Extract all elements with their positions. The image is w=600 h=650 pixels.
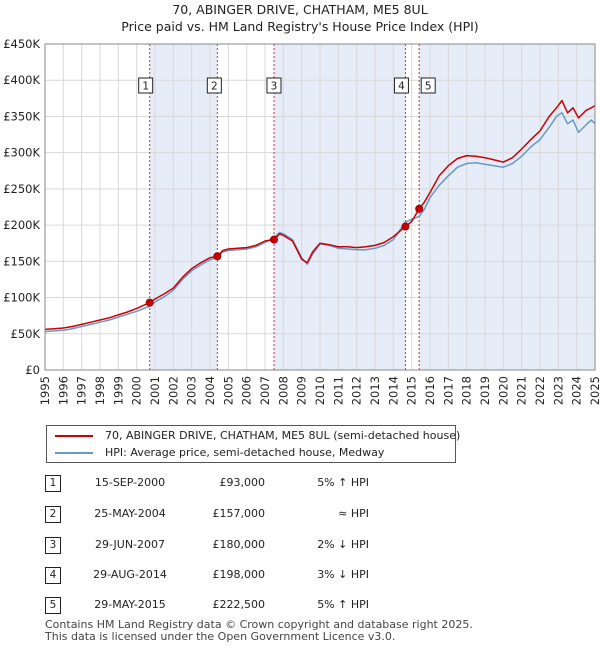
sale-marker-box [393,77,409,94]
x-tick-label: 2005 [221,376,235,405]
legend-item-property: 70, ABINGER DRIVE, CHATHAM, ME5 8UL (sem… [55,428,460,444]
x-tick-label: 2010 [313,376,327,405]
x-tick-label: 2003 [185,376,199,405]
legend: 70, ABINGER DRIVE, CHATHAM, ME5 8UL (sem… [46,425,460,463]
y-tick-label: £200K [3,218,40,232]
y-tick-label: £100K [3,291,40,305]
transaction-number: 2 [45,506,61,523]
x-tick-label: 2013 [368,376,382,405]
transaction-row: 3 29-JUN-2007 £180,000 2% ↓ HPI [45,537,375,554]
transaction-row: 2 25-MAY-2004 £157,000 ≈ HPI [45,506,375,523]
y-tick-label: £50K [11,327,41,341]
x-tick-label: 2008 [276,376,290,405]
transaction-price: £222,500 [212,598,266,611]
sale-point [401,222,410,231]
x-tick-label: 2018 [460,376,474,405]
sale-marker-label: 5 [425,81,432,93]
x-tick-label: 2016 [423,376,437,405]
transaction-price: £198,000 [212,568,266,581]
sale-marker-box [138,77,154,94]
x-tick-label: 2020 [496,376,510,405]
transaction-hpi: 5% ↑ HPI [317,476,369,489]
transaction-hpi: 2% ↓ HPI [317,538,369,551]
footer-copyright: Contains HM Land Registry data © Crown c… [45,618,473,631]
footer-license: This data is licensed under the Open Gov… [45,629,396,643]
x-tick-label: 1996 [56,376,70,405]
sale-point [213,252,222,261]
x-tick-label: 2006 [240,376,254,405]
y-tick-label: £150K [3,254,40,268]
x-tick-label: 2004 [203,376,217,405]
x-tick-label: 2001 [148,376,162,405]
y-tick-label: £400K [3,73,40,87]
transaction-date: 15-SEP-2000 [94,476,166,489]
x-tick-label: 1998 [93,376,107,405]
transaction-price: £93,000 [219,476,266,489]
chart-title: 70, ABINGER DRIVE, CHATHAM, ME5 8UL [172,2,428,17]
transaction-date: 25-MAY-2004 [94,507,166,520]
transaction-row: 5 29-MAY-2015 £222,500 5% ↑ HPI [45,597,375,614]
x-tick-label: 2025 [588,376,600,405]
x-tick-label: 2002 [166,376,180,405]
x-tick-label: 2024 [570,376,584,405]
x-tick-label: 2017 [441,376,455,405]
x-tick-label: 2022 [533,376,547,405]
x-tick-label: 2012 [350,376,364,405]
transaction-date: 29-JUN-2007 [94,538,166,551]
y-tick-label: £350K [3,109,40,123]
transaction-hpi: 5% ↑ HPI [317,598,369,611]
transaction-number: 1 [45,475,61,492]
y-tick-label: £0 [25,363,40,377]
sale-point [415,204,424,213]
chart-subtitle: Price paid vs. HM Land Registry's House … [121,19,479,34]
transaction-number: 4 [45,567,61,584]
transaction-row: 4 29-AUG-2014 £198,000 3% ↓ HPI [45,567,375,584]
x-tick-label: 2009 [295,376,309,405]
sale-marker-label: 4 [398,81,405,93]
ownership-shade [273,44,406,370]
legend-swatch-property [55,435,93,437]
legend-label-hpi: HPI: Average price, semi-detached house,… [105,446,385,459]
transaction-number: 5 [45,597,61,614]
sale-marker-label: 1 [142,81,149,93]
x-tick-label: 1995 [38,376,52,405]
price-chart: £0 £50K £100K £150K £200K £250K £300K £350K £400… [3,37,600,405]
legend-label-property: 70, ABINGER DRIVE, CHATHAM, ME5 8UL (sem… [105,429,461,442]
x-tick-label: 2015 [405,376,419,405]
sale-marker-box [266,77,282,94]
sale-marker-box [420,77,436,94]
legend-item-hpi: HPI: Average price, semi-detached house,… [55,445,384,461]
ownership-shade [419,44,595,370]
sale-point [269,235,278,244]
transaction-hpi: ≈ HPI [338,507,369,520]
transaction-price: £180,000 [212,538,266,551]
x-tick-label: 2007 [258,376,272,405]
x-tick-label: 2021 [515,376,529,405]
x-tick-label: 2000 [130,376,144,405]
y-tick-label: £300K [3,146,40,160]
x-tick-label: 1999 [111,376,125,405]
y-tick-label: £450K [3,37,40,51]
x-tick-label: 2014 [386,376,400,405]
sale-point [145,298,154,307]
transaction-date: 29-MAY-2015 [94,598,166,611]
x-tick-label: 1997 [75,376,89,405]
sale-marker-label: 3 [271,81,278,93]
transaction-price: £157,000 [212,507,266,520]
transaction-date: 29-AUG-2014 [93,568,167,581]
x-tick-label: 2011 [331,376,345,405]
legend-swatch-hpi [55,452,93,454]
y-tick-label: £250K [3,182,40,196]
transaction-number: 3 [45,537,61,554]
plot-frame [44,43,596,371]
transaction-row: 1 15-SEP-2000 £93,000 5% ↑ HPI [45,475,375,492]
sale-marker-box [206,77,222,94]
x-tick-label: 2019 [478,376,492,405]
sale-marker-label: 2 [211,81,218,93]
x-tick-label: 2023 [551,376,565,405]
footer: Contains HM Land Registry data © Crown c… [45,619,473,642]
transaction-hpi: 3% ↓ HPI [317,568,369,581]
ownership-shade [149,44,218,370]
